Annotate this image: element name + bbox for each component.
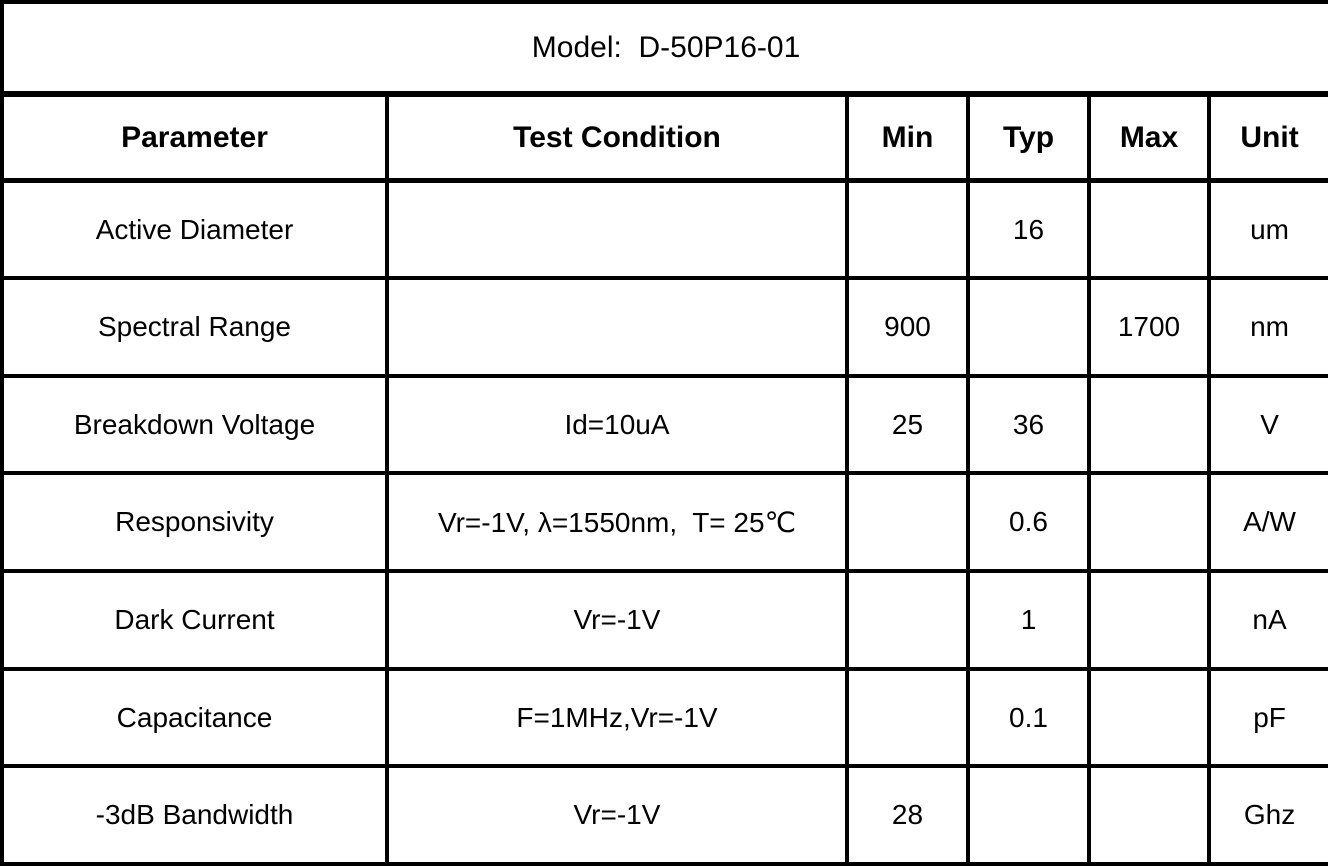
cell-min: 25 — [845, 373, 970, 476]
table-row-breakdown-voltage: Breakdown Voltage Id=10uA 25 36 V — [0, 373, 1328, 476]
column-header-parameter: Parameter — [0, 92, 389, 183]
cell-max: 1700 — [1087, 276, 1211, 378]
cell-typ: 36 — [966, 373, 1091, 476]
cell-test-condition: Vr=-1V — [385, 764, 849, 866]
cell-parameter: -3dB Bandwidth — [0, 764, 389, 866]
cell-min — [845, 666, 970, 769]
cell-parameter: Breakdown Voltage — [0, 373, 389, 476]
header-row: Parameter Test Condition Min Typ Max Uni… — [0, 92, 1328, 183]
column-header-max: Max — [1087, 92, 1211, 183]
cell-typ: 1 — [966, 569, 1091, 671]
cell-unit: Ghz — [1206, 764, 1328, 866]
cell-min — [845, 471, 970, 574]
cell-max — [1087, 471, 1211, 574]
cell-min: 28 — [845, 764, 970, 866]
table-row-responsivity: Responsivity Vr=-1V, λ=1550nm, T= 25℃ 0.… — [0, 471, 1328, 574]
cell-max — [1087, 764, 1211, 866]
cell-unit: V — [1206, 373, 1328, 476]
cell-max — [1087, 373, 1211, 476]
cell-min — [845, 178, 970, 281]
table-row-capacitance: Capacitance F=1MHz,Vr=-1V 0.1 pF — [0, 666, 1328, 769]
column-header-typ: Typ — [966, 92, 1091, 183]
cell-typ — [966, 764, 1091, 866]
cell-unit: nA — [1206, 569, 1328, 671]
table-row-dark-current: Dark Current Vr=-1V 1 nA — [0, 569, 1328, 671]
cell-parameter: Active Diameter — [0, 178, 389, 281]
cell-unit: nm — [1206, 276, 1328, 378]
cell-unit: pF — [1206, 666, 1328, 769]
cell-typ: 0.1 — [966, 666, 1091, 769]
cell-max — [1087, 178, 1211, 281]
cell-unit: um — [1206, 178, 1328, 281]
cell-typ: 0.6 — [966, 471, 1091, 574]
title-row: Model: D-50P16-01 — [0, 0, 1328, 98]
cell-parameter: Capacitance — [0, 666, 389, 769]
cell-test-condition — [385, 276, 849, 378]
cell-max — [1087, 569, 1211, 671]
column-header-unit: Unit — [1206, 92, 1328, 183]
table-row-spectral-range: Spectral Range 900 1700 nm — [0, 276, 1328, 378]
cell-parameter: Dark Current — [0, 569, 389, 671]
column-header-test-condition: Test Condition — [385, 92, 849, 183]
cell-min — [845, 569, 970, 671]
cell-test-condition: Id=10uA — [385, 373, 849, 476]
cell-typ — [966, 276, 1091, 378]
cell-max — [1087, 666, 1211, 769]
cell-parameter: Spectral Range — [0, 276, 389, 378]
column-header-min: Min — [845, 92, 970, 183]
cell-typ: 16 — [966, 178, 1091, 281]
cell-unit: A/W — [1206, 471, 1328, 574]
table-row-active-diameter: Active Diameter 16 um — [0, 178, 1328, 281]
cell-test-condition: Vr=-1V, λ=1550nm, T= 25℃ — [385, 471, 849, 574]
cell-test-condition: F=1MHz,Vr=-1V — [385, 666, 849, 769]
cell-min: 900 — [845, 276, 970, 378]
cell-test-condition — [385, 178, 849, 281]
table-row-3db-bandwidth: -3dB Bandwidth Vr=-1V 28 Ghz — [0, 764, 1328, 866]
cell-parameter: Responsivity — [0, 471, 389, 574]
cell-test-condition: Vr=-1V — [385, 569, 849, 671]
model-title: Model: D-50P16-01 — [0, 0, 1328, 98]
